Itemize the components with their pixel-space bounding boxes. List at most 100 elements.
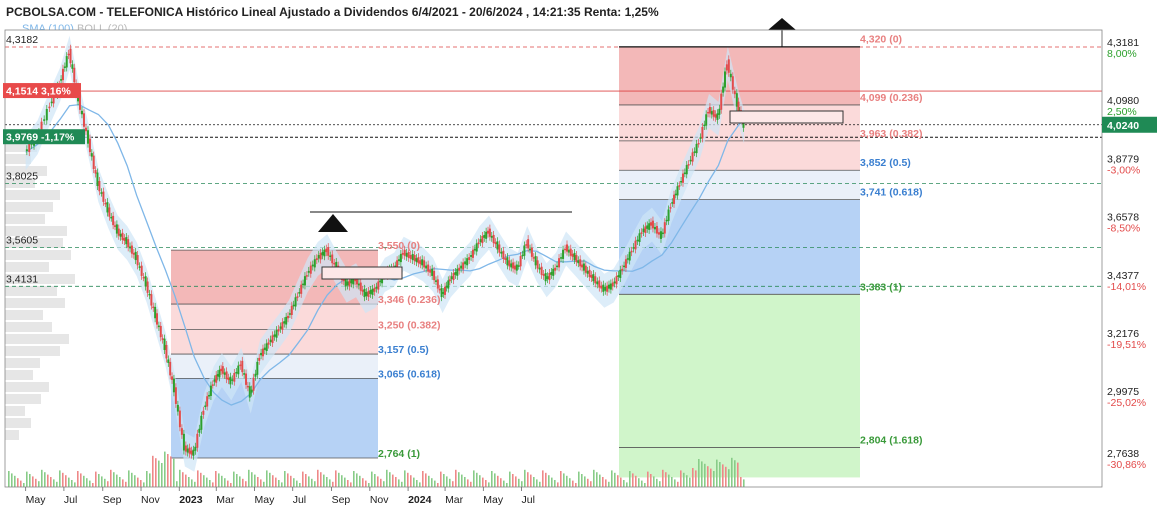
candle-body <box>500 251 503 254</box>
volume-bar <box>305 474 307 487</box>
volume-bar <box>539 481 541 487</box>
candle-body <box>532 257 535 259</box>
candle-body <box>263 347 266 350</box>
candle-body <box>198 428 201 433</box>
volume-bar <box>329 479 331 487</box>
candle-body <box>172 378 175 393</box>
candle-body <box>624 259 627 268</box>
candle-body <box>544 273 547 282</box>
candle-body <box>152 306 155 309</box>
candle-body <box>417 257 420 264</box>
marker-up-label: 4,1514 3,16% <box>6 86 71 98</box>
candle-body <box>548 272 551 281</box>
candle-body <box>237 365 240 375</box>
candle-body <box>281 322 284 330</box>
candle-body <box>521 254 524 257</box>
candle-body <box>140 265 143 276</box>
volume-bar <box>86 478 88 487</box>
y-tick-label: 4,0980 <box>1107 95 1139 107</box>
fib-2022-label: 3,157 (0.5) <box>378 344 429 356</box>
candle-body <box>438 288 441 291</box>
candle-body <box>440 287 443 298</box>
volume-bar <box>581 474 583 487</box>
candle-body <box>399 253 402 263</box>
volume-bar <box>332 481 334 487</box>
pct-tick-label: -30,86% <box>1107 459 1146 471</box>
volume-bar <box>74 482 76 487</box>
volume-bar <box>560 471 562 487</box>
volume-bar <box>527 472 529 487</box>
candle-body <box>498 244 501 253</box>
volume-bar <box>491 471 493 487</box>
volume-bar <box>503 480 505 487</box>
volume-bar <box>458 472 460 487</box>
x-tick-label: 2023 <box>179 494 203 506</box>
candle-body <box>275 330 278 338</box>
volume-bar <box>266 470 268 487</box>
x-tick-label: 2024 <box>408 494 432 506</box>
volume-bar <box>494 473 496 487</box>
candle-body <box>577 260 580 264</box>
candle-body <box>115 224 118 234</box>
volume-bar <box>422 471 424 487</box>
candle-body <box>460 265 463 269</box>
candle-body <box>352 278 355 285</box>
candle-body <box>701 126 704 139</box>
volume-profile-bar <box>5 214 45 224</box>
candle-body <box>25 149 28 152</box>
candle-body <box>419 260 422 265</box>
candle-body <box>80 110 83 115</box>
candle-body <box>239 364 242 367</box>
candle-body <box>136 255 139 266</box>
price-box-2024 <box>729 110 844 124</box>
volume-profile-bar <box>5 250 71 260</box>
volume-bar <box>635 475 637 487</box>
volume-bar <box>596 472 598 487</box>
candle-body <box>196 433 199 448</box>
candle-body <box>659 231 662 239</box>
volume-bar <box>473 470 475 487</box>
volume-bar <box>263 481 265 487</box>
candle-body <box>448 279 451 282</box>
candle-body <box>468 257 471 261</box>
candle-body <box>355 276 358 285</box>
candle-body <box>307 270 310 273</box>
candle-body <box>737 101 740 111</box>
candle-body <box>348 280 351 287</box>
candle-body <box>154 306 157 319</box>
candle-body <box>691 152 694 162</box>
volume-bar <box>698 459 700 487</box>
candle-body <box>98 181 101 192</box>
fib-2022-label: 3,346 (0.236) <box>378 294 440 306</box>
candle-body <box>200 415 203 430</box>
candle-body <box>216 374 219 377</box>
volume-profile-bar <box>5 190 60 200</box>
fib-2022-label: 3,065 (0.618) <box>378 368 440 380</box>
volume-bar <box>701 461 703 487</box>
candle-body <box>716 113 719 120</box>
candle-body <box>156 313 159 325</box>
volume-bar <box>575 483 577 487</box>
volume-bar <box>47 474 49 487</box>
candle-body <box>517 265 520 267</box>
candle-body <box>527 239 530 249</box>
candle-body <box>663 222 666 234</box>
left-level-label: 4,3182 <box>6 34 38 46</box>
volume-bar <box>485 480 487 487</box>
candle-body <box>331 254 334 264</box>
volume-bar <box>251 472 253 487</box>
volume-bar <box>509 471 511 487</box>
triangle-marker-2024 <box>768 18 796 30</box>
candle-body <box>431 268 434 276</box>
x-tick-label: Jul <box>64 494 77 506</box>
candle-body <box>707 111 710 114</box>
volume-bar <box>89 480 91 487</box>
pct-tick-label: -8,50% <box>1107 223 1140 235</box>
x-tick-label: May <box>254 494 275 506</box>
volume-bar <box>548 475 550 487</box>
candle-body <box>397 259 400 262</box>
candle-body <box>512 262 515 269</box>
volume-bar <box>620 477 622 487</box>
volume-bar <box>182 472 184 487</box>
